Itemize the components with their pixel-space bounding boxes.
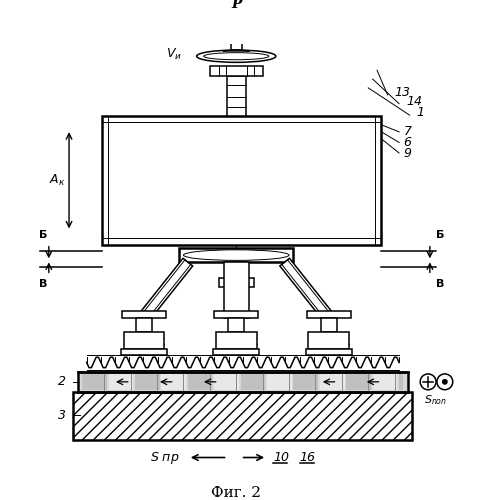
- Bar: [179, 248, 294, 262]
- Bar: [121, 350, 167, 354]
- Bar: [320, 374, 345, 390]
- Bar: [308, 332, 349, 349]
- Bar: [216, 332, 256, 349]
- Bar: [226, 76, 246, 116]
- Text: 13: 13: [395, 86, 410, 99]
- Bar: [373, 374, 397, 390]
- Bar: [307, 312, 351, 318]
- Text: 1: 1: [417, 106, 425, 119]
- Ellipse shape: [184, 250, 289, 260]
- Text: 6: 6: [404, 136, 411, 149]
- Bar: [321, 318, 337, 332]
- Text: $V_и$: $V_и$: [166, 47, 182, 62]
- Bar: [214, 374, 239, 390]
- Bar: [346, 374, 371, 390]
- Bar: [294, 374, 318, 390]
- Text: B: B: [436, 279, 444, 289]
- Bar: [226, 262, 247, 278]
- Text: 9: 9: [404, 146, 411, 160]
- Polygon shape: [139, 258, 192, 322]
- Ellipse shape: [197, 50, 276, 62]
- Bar: [399, 374, 404, 390]
- Bar: [102, 116, 382, 244]
- Bar: [228, 318, 244, 332]
- Bar: [109, 374, 133, 390]
- Text: 14: 14: [406, 94, 422, 108]
- Bar: [136, 318, 152, 332]
- Bar: [78, 372, 408, 392]
- Bar: [74, 392, 412, 440]
- Text: A: A: [398, 377, 407, 387]
- Text: 7: 7: [404, 126, 411, 138]
- Text: P: P: [231, 0, 242, 12]
- Text: 3: 3: [58, 409, 66, 422]
- Bar: [214, 312, 258, 318]
- Bar: [231, 32, 242, 50]
- Bar: [124, 332, 164, 349]
- Bar: [214, 350, 259, 354]
- Bar: [218, 278, 254, 287]
- Bar: [82, 374, 107, 390]
- Bar: [224, 262, 248, 318]
- Text: Б: Б: [436, 230, 444, 240]
- Bar: [210, 66, 263, 76]
- Circle shape: [437, 374, 453, 390]
- Bar: [135, 374, 160, 390]
- Circle shape: [420, 374, 436, 390]
- Bar: [162, 374, 186, 390]
- Circle shape: [442, 380, 447, 384]
- Bar: [267, 374, 292, 390]
- Text: $A_к$: $A_к$: [49, 172, 65, 188]
- Text: $S$ пр: $S$ пр: [150, 450, 179, 466]
- Text: $S_{non}$: $S_{non}$: [424, 394, 448, 407]
- Text: Б: Б: [39, 230, 48, 240]
- Text: Фиг. 2: Фиг. 2: [211, 486, 261, 500]
- Text: B: B: [39, 279, 48, 289]
- Bar: [188, 374, 213, 390]
- Bar: [122, 312, 166, 318]
- Bar: [241, 374, 265, 390]
- Ellipse shape: [204, 52, 269, 60]
- Text: 16: 16: [300, 451, 316, 464]
- Polygon shape: [280, 258, 333, 322]
- Bar: [306, 350, 352, 354]
- Text: 10: 10: [273, 451, 289, 464]
- Text: 2: 2: [58, 376, 66, 388]
- Text: A: A: [79, 377, 87, 387]
